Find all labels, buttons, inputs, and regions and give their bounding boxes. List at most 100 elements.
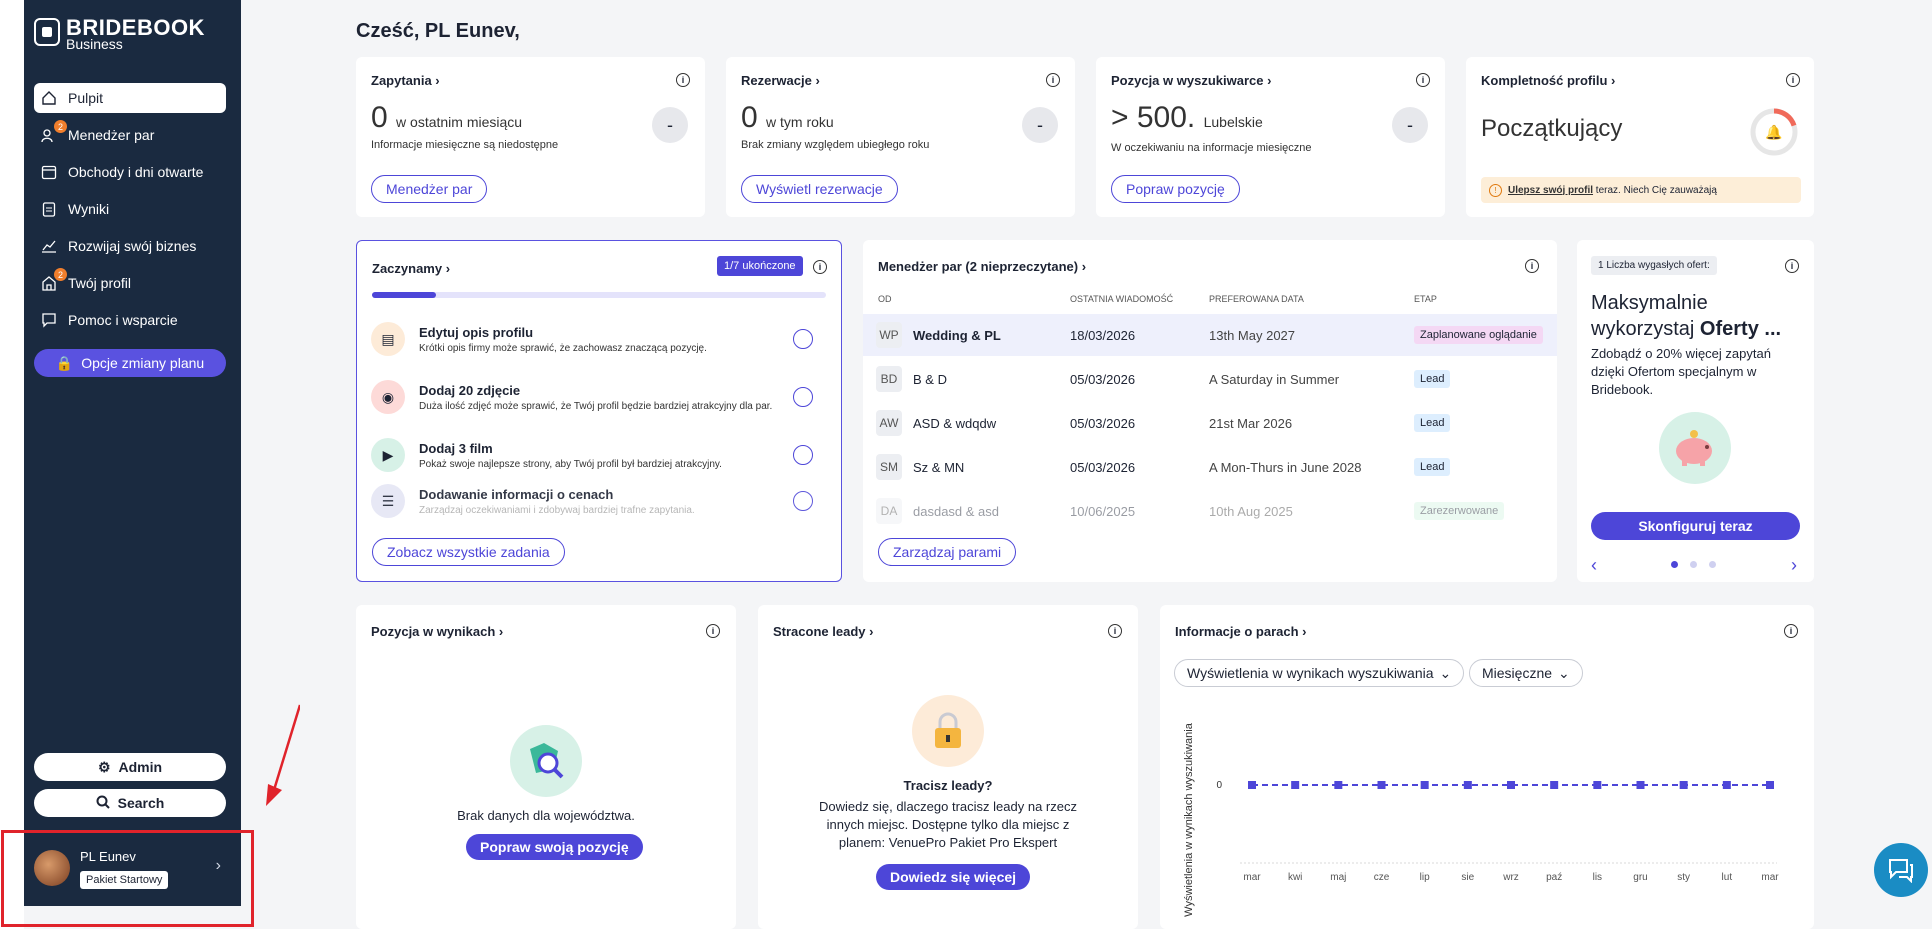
period-dropdown[interactable]: Miesięczne ⌄ — [1469, 659, 1583, 687]
sidebar-item-wyniki[interactable]: Wyniki — [34, 194, 226, 224]
table-row[interactable]: DA dasdasd & asd 10/06/2025 10th Aug 2025 Za… — [863, 490, 1557, 532]
data-point[interactable] — [1550, 781, 1559, 789]
change-plan-label: Opcje zmiany planu — [81, 355, 205, 371]
stat-value: 0 w tym roku — [741, 101, 834, 134]
logo-sub: Business — [66, 36, 123, 52]
metric-dropdown[interactable]: Wyświetlenia w wynikach wyszukiwania ⌄ — [1174, 659, 1465, 687]
task-item[interactable]: ◉ Dodaj 20 zdjęcie Duża ilość zdjęć może s… — [371, 372, 827, 422]
user-menu[interactable]: PL Eunev Pakiet Startowy › — [24, 830, 241, 906]
data-point[interactable] — [1679, 781, 1688, 789]
task-item[interactable]: ☰ Dodawanie informacji o cenach Zarządzaj … — [371, 481, 827, 521]
couple-initials: SM — [876, 454, 902, 480]
logo-name: BRIDEBOOK — [66, 15, 205, 40]
task-desc: Krótki opis firmy może sprawić, że zacho… — [419, 342, 707, 354]
data-point[interactable] — [1420, 781, 1429, 789]
data-point[interactable] — [1248, 781, 1256, 789]
chevron-left-icon[interactable]: ‹ — [1591, 555, 1597, 575]
notification-badge: 2 — [54, 120, 67, 133]
sidebar-item-pomoc[interactable]: Pomoc i wsparcie — [34, 305, 226, 335]
info-icon[interactable]: i — [676, 73, 690, 87]
search-button[interactable]: Search — [34, 789, 226, 817]
last-message: 05/03/2026 — [1070, 459, 1136, 475]
learn-more-button[interactable]: Dowiedz się więcej — [876, 864, 1031, 890]
card-title-link[interactable]: Zaczynamy › — [372, 261, 451, 276]
admin-button[interactable]: ⚙ Admin — [34, 753, 226, 781]
chevron-right-icon[interactable]: › — [1791, 555, 1797, 575]
chevron-down-icon: ⌄ — [1558, 664, 1570, 681]
x-tick-label: lis — [1593, 872, 1602, 883]
sidebar-item-profil[interactable]: 2 Twój profil — [34, 268, 226, 298]
task-title: Dodawanie informacji o cenach — [419, 486, 614, 502]
info-icon[interactable]: i — [1416, 73, 1430, 87]
change-plan-button[interactable]: 🔒 Opcje zmiany planu — [34, 349, 226, 377]
task-checkbox[interactable] — [793, 329, 813, 349]
card-title-link[interactable]: Pozycja w wynikach › — [371, 624, 504, 639]
data-point[interactable] — [1722, 781, 1731, 789]
carousel-dots[interactable] — [1671, 561, 1716, 568]
trend-indicator: - — [652, 107, 688, 143]
data-point[interactable] — [1463, 781, 1472, 789]
card-title-link[interactable]: Zapytania › — [371, 73, 440, 88]
data-point[interactable] — [1766, 781, 1774, 789]
piggy-bank-icon — [1659, 412, 1731, 484]
info-icon[interactable]: i — [706, 624, 720, 638]
search-icon — [96, 795, 110, 812]
info-icon[interactable]: i — [1785, 259, 1799, 273]
improve-position-button[interactable]: Popraw swoją pozycję — [466, 834, 643, 860]
data-point[interactable] — [1507, 781, 1515, 789]
table-row[interactable]: SM Sz & MN 05/03/2026 A Mon-Thurs in June 2… — [863, 446, 1557, 488]
view-bookings-button[interactable]: Wyświetl rezerwacje — [741, 175, 898, 203]
chat-support-button[interactable] — [1874, 843, 1928, 897]
couples-manager-button[interactable]: Menedżer par — [371, 175, 488, 203]
configure-now-button[interactable]: Skonfiguruj teraz — [1591, 512, 1800, 540]
sidebar-item-pulpit[interactable]: Pulpit — [34, 83, 226, 113]
page-title: Cześć, PL Eunev, — [356, 20, 520, 42]
offers-description: Zdobądź o 20% więcej zapytań dzięki Ofer… — [1591, 346, 1771, 397]
last-message: 05/03/2026 — [1070, 415, 1136, 431]
building-icon — [40, 274, 58, 292]
info-icon[interactable]: i — [1784, 624, 1798, 638]
info-icon[interactable]: i — [1046, 73, 1060, 87]
couple-info-chart: Wyświetlenia w wynikach wyszukiwania 0 m… — [1183, 722, 1779, 917]
task-item[interactable]: ▤ Edytuj opis profilu Krótki opis firmy mo… — [371, 314, 827, 364]
info-icon[interactable]: i — [813, 260, 827, 274]
view-all-tasks-button[interactable]: Zobacz wszystkie zadania — [372, 538, 565, 566]
padlock-icon — [912, 695, 984, 767]
data-point[interactable] — [1334, 781, 1343, 789]
task-checkbox[interactable] — [793, 387, 813, 407]
sidebar-item-obchody[interactable]: Obchody i dni otwarte — [34, 157, 226, 187]
stage-badge: Zaplanowane oglądanie — [1414, 326, 1543, 344]
info-icon[interactable]: i — [1525, 259, 1539, 273]
card-title-link[interactable]: Menedżer par (2 nieprzeczytane) › — [878, 259, 1087, 274]
card-title-link[interactable]: Stracone leady › — [773, 624, 874, 639]
chevron-down-icon: ⌄ — [1439, 664, 1452, 681]
task-desc: Duża ilość zdjęć może sprawić, że Twój p… — [419, 400, 773, 412]
card-title-link[interactable]: Rezerwacje › — [741, 73, 820, 88]
data-point[interactable] — [1377, 781, 1386, 789]
expired-offers-tag: 1 Liczba wygasłych ofert: — [1591, 256, 1717, 275]
preferred-date: A Mon-Thurs in June 2028 — [1209, 459, 1362, 475]
card-title-link[interactable]: Kompletność profilu › — [1481, 73, 1616, 88]
manage-couples-button[interactable]: Zarządzaj parami — [878, 538, 1017, 566]
sidebar-item-menedzer-par[interactable]: 2 Menedżer par — [34, 120, 226, 150]
table-row[interactable]: AW ASD & wdqdw 05/03/2026 21st Mar 2026 Lead — [863, 402, 1557, 444]
data-point[interactable] — [1636, 781, 1645, 789]
info-icon[interactable]: i — [1786, 73, 1800, 87]
task-checkbox[interactable] — [793, 491, 813, 511]
improve-profile-link[interactable]: Ulepsz swój profil — [1508, 184, 1594, 196]
sidebar-item-rozwijaj[interactable]: Rozwijaj swój biznes — [34, 231, 226, 261]
data-point[interactable] — [1291, 781, 1300, 789]
data-point[interactable] — [1593, 781, 1602, 789]
card-title-link[interactable]: Informacje o parach › — [1175, 624, 1307, 639]
table-row[interactable]: WP Wedding & PL 18/03/2026 13th May 2027 Zap… — [863, 314, 1557, 356]
card-title-link[interactable]: Pozycja w wyszukiwarce › — [1111, 73, 1272, 88]
logo[interactable]: BRIDEBOOK Business — [34, 15, 205, 52]
table-row[interactable]: BD B & D 05/03/2026 A Saturday in Summer Lea… — [863, 358, 1557, 400]
improve-position-button[interactable]: Popraw pozycję — [1111, 175, 1240, 203]
info-icon[interactable]: i — [1108, 624, 1122, 638]
stage-badge: Lead — [1414, 370, 1451, 388]
couple-initials: WP — [876, 322, 902, 348]
task-item[interactable]: ▶ Dodaj 3 film Pokaż swoje najlepsze stron… — [371, 430, 827, 480]
empty-state-text: Brak danych dla województwa. — [457, 808, 635, 823]
task-checkbox[interactable] — [793, 445, 813, 465]
